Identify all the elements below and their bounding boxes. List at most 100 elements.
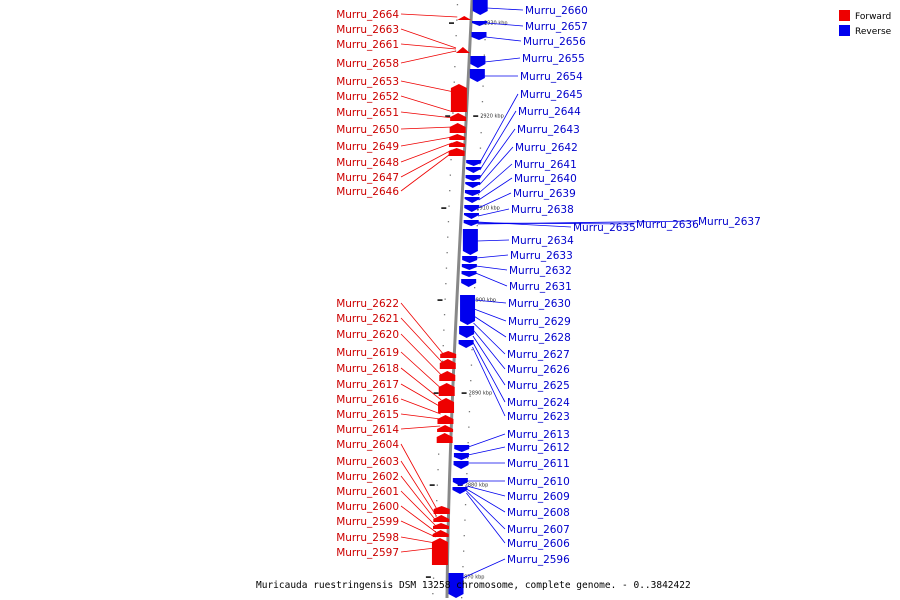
scale-dot [449,190,451,192]
forward-gene-feature [457,16,472,20]
reverse-gene-label[interactable]: Murru_2654 [520,71,583,83]
reverse-gene-label[interactable]: Murru_2643 [517,124,580,136]
forward-gene-label[interactable]: Murru_2617 [336,379,399,391]
reverse-connector [473,308,507,322]
forward-gene-label[interactable]: Murru_2600 [336,501,399,513]
reverse-gene-label[interactable]: Murru_2610 [507,476,570,488]
forward-connector [400,536,436,544]
reverse-connector [472,341,506,403]
reverse-gene-label[interactable]: Murru_2625 [507,380,570,392]
forward-connector [400,383,442,408]
reverse-gene-label[interactable]: Murru_2645 [520,89,583,101]
reverse-connector [486,7,524,11]
forward-connector [400,80,455,93]
reverse-gene-label[interactable]: Murru_2628 [508,332,571,344]
reverse-gene-label[interactable]: Murru_2624 [507,397,570,409]
forward-gene-label[interactable]: Murru_2650 [336,124,399,136]
forward-gene-label[interactable]: Murru_2664 [336,9,399,21]
reverse-gene-label[interactable]: Murru_2629 [508,316,571,328]
forward-gene-label[interactable]: Murru_2648 [336,157,399,169]
forward-gene-label[interactable]: Murru_2620 [336,329,399,341]
reverse-gene-feature [461,271,477,277]
forward-gene-label[interactable]: Murru_2651 [336,107,399,119]
reverse-gene-feature [460,295,476,325]
scale-dot [463,550,465,552]
gene-labels[interactable]: Murru_2664 Murru_2663 Murru_2661 Murru_2658… [336,5,761,566]
scale-dot [469,395,471,397]
forward-gene-label[interactable]: Murru_2603 [336,456,399,468]
reverse-gene-label[interactable]: Murru_2627 [507,349,570,361]
forward-gene-label[interactable]: Murru_2647 [336,172,399,184]
forward-gene-label[interactable]: Murru_2615 [336,409,399,421]
reverse-gene-label[interactable]: Murru_2608 [507,507,570,519]
scale-dot [444,298,446,300]
reverse-connector [477,222,635,225]
reverse-gene-label[interactable]: Murru_2640 [514,173,577,185]
reverse-gene-label[interactable]: Murru_2607 [507,524,570,536]
forward-gene-feature [438,383,455,396]
reverse-gene-label[interactable]: Murru_2642 [515,142,578,154]
forward-connector [400,413,441,420]
reverse-gene-label[interactable]: Murru_2606 [507,538,570,550]
reverse-gene-label[interactable]: Murru_2636 [636,219,699,231]
reverse-gene-label[interactable]: Murru_2609 [507,491,570,503]
forward-gene-label[interactable]: Murru_2663 [336,24,399,36]
reverse-gene-label[interactable]: Murru_2641 [514,159,577,171]
scale-dot [464,519,466,521]
reverse-gene-label[interactable]: Murru_2626 [507,364,570,376]
forward-gene-label[interactable]: Murru_2658 [336,58,399,70]
forward-gene-label[interactable]: Murru_2621 [336,313,399,325]
reverse-gene-label[interactable]: Murru_2657 [525,21,588,33]
forward-gene-label[interactable]: Murru_2618 [336,363,399,375]
reverse-gene-label[interactable]: Murru_2656 [523,36,586,48]
forward-gene-feature [438,398,455,413]
reverse-gene-label[interactable]: Murru_2596 [507,554,570,566]
reverse-gene-feature [463,220,479,226]
reverse-gene-label[interactable]: Murru_2644 [518,106,581,118]
forward-gene-label[interactable]: Murru_2622 [336,298,399,310]
forward-gene-label[interactable]: Murru_2604 [336,439,399,451]
forward-gene-label[interactable]: Murru_2646 [336,186,399,198]
forward-gene-label[interactable]: Murru_2599 [336,516,399,528]
scale-dot [480,132,482,134]
reverse-gene-feature [462,256,478,263]
forward-gene-label[interactable]: Murru_2661 [336,39,399,51]
reverse-connector [479,110,517,171]
forward-gene-label[interactable]: Murru_2649 [336,141,399,153]
forward-gene-label[interactable]: Murru_2597 [336,547,399,559]
reverse-gene-label[interactable]: Murru_2637 [698,216,761,228]
forward-gene-label[interactable]: Murru_2598 [336,532,399,544]
reverse-gene-label[interactable]: Murru_2631 [509,281,572,293]
reverse-connector [467,446,506,456]
reverse-connector [477,220,697,225]
forward-gene-label[interactable]: Murru_2602 [336,471,399,483]
reverse-gene-label[interactable]: Murru_2632 [509,265,572,277]
reverse-gene-label[interactable]: Murru_2634 [511,235,574,247]
forward-gene-label[interactable]: Murru_2614 [336,424,399,436]
reverse-gene-label[interactable]: Murru_2633 [510,250,573,262]
reverse-connector [478,177,513,201]
reverse-gene-label[interactable]: Murru_2639 [513,188,576,200]
forward-connector [400,460,437,517]
reverse-gene-label[interactable]: Murru_2655 [522,53,585,65]
tick-mark [449,22,454,24]
forward-gene-label[interactable]: Murru_2616 [336,394,399,406]
forward-gene-label[interactable]: Murru_2601 [336,486,399,498]
reverse-gene-label[interactable]: Murru_2613 [507,429,570,441]
forward-gene-label[interactable]: Murru_2619 [336,347,399,359]
reverse-gene-label[interactable]: Murru_2612 [507,442,570,454]
forward-gene-feature [449,134,466,140]
forward-gene-label[interactable]: Murru_2653 [336,76,399,88]
reverse-gene-label[interactable]: Murru_2635 [573,222,636,234]
reverse-gene-label[interactable]: Murru_2638 [511,204,574,216]
reverse-connector [466,490,506,530]
forward-connector [400,367,442,401]
reverse-gene-label[interactable]: Murru_2623 [507,411,570,423]
forward-gene-label[interactable]: Murru_2652 [336,91,399,103]
reverse-gene-label[interactable]: Murru_2611 [507,458,570,470]
scale-dot [456,4,459,6]
reverse-gene-label[interactable]: Murru_2660 [525,5,588,17]
forward-connector [400,111,454,119]
reverse-gene-label[interactable]: Murru_2630 [508,298,571,310]
